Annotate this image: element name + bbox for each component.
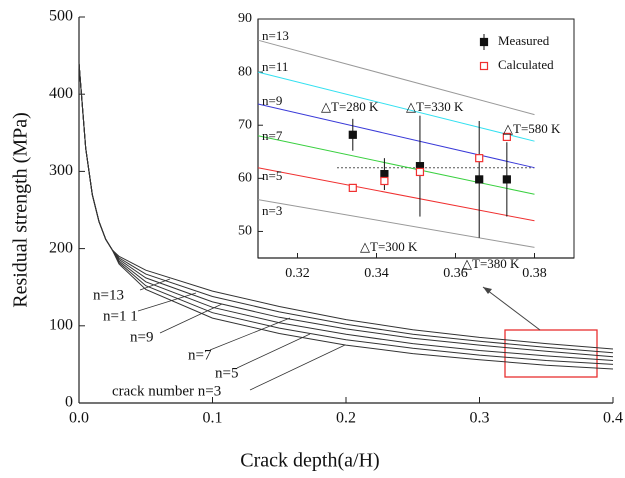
curve: [257, 103, 535, 169]
y-axis-title: Residual strength (MPa): [10, 112, 32, 308]
point: [348, 130, 357, 139]
annotation: n=13: [262, 28, 289, 43]
x-tick-label: 0.1: [203, 410, 223, 427]
leader-line: [236, 333, 311, 369]
curve: [78, 63, 614, 370]
point: [380, 169, 389, 179]
annotation: n=5: [262, 168, 282, 183]
plot-area: 0.32 0.34 0.36 0.38 50 60 70 80 90 Measured Calcul…: [238, 11, 575, 281]
y-tick-label: 60: [238, 171, 252, 186]
plot-area: 0.0 0.1 0.2 0.3 0.4 0 100 200 300 400 500 n=13 n=1 1…: [49, 8, 623, 427]
x-tick-label: 0.0: [69, 410, 89, 427]
annotation: △T=580 K: [503, 121, 561, 136]
x-tick-label: 0.36: [443, 266, 468, 281]
y-tick-label: 300: [49, 162, 73, 179]
annotation: n=3: [262, 203, 282, 218]
curve: [257, 39, 535, 116]
zoom-box: [504, 329, 598, 378]
leader-line: [159, 303, 223, 334]
curve: [257, 135, 535, 195]
y-tick-label: 70: [238, 117, 252, 132]
zoom-arrow-head: [483, 287, 492, 294]
y-tick-label: 500: [49, 8, 73, 25]
point: [502, 132, 511, 142]
y-tick-label: 200: [49, 239, 73, 256]
x-tick-label: 0.38: [522, 266, 547, 281]
annotation: n=9: [130, 329, 153, 345]
point: [415, 167, 425, 177]
legend-label: Measured: [498, 33, 550, 48]
annotation: n=7: [262, 128, 283, 143]
point: [502, 175, 511, 184]
y-tick-label: 0: [65, 394, 73, 411]
zoom-arrow: [482, 286, 541, 331]
x-axis-title: Crack depth(a/H): [240, 450, 379, 472]
annotation: △T=300 K: [360, 239, 418, 254]
x-tick-label: 0.32: [285, 266, 310, 281]
annotation: n=1 1: [103, 308, 138, 324]
leader-line: [137, 292, 197, 312]
legend-label: Calculated: [498, 57, 554, 72]
annotation: n=11: [262, 59, 288, 74]
curve: [257, 71, 535, 142]
y-tick-label: 90: [238, 11, 252, 26]
y-tick-label: 100: [49, 316, 73, 333]
inset-frame: [257, 18, 575, 259]
leader-line: [249, 344, 346, 391]
x-tick-label: 0.2: [336, 410, 356, 427]
annotation: n=5: [215, 365, 238, 381]
annotation: △T=380 K: [462, 256, 520, 271]
y-tick-label: 50: [238, 224, 252, 239]
y-tick-label: 80: [238, 64, 252, 79]
legend-marker: [479, 61, 489, 71]
leader-line: [209, 317, 291, 351]
x-tick-label: 0.3: [470, 410, 490, 427]
annotation: n=7: [188, 347, 212, 363]
leader-line: [139, 278, 171, 291]
annotation: n=9: [262, 93, 282, 108]
annotation: crack number n=3: [112, 383, 221, 399]
annotation: △T=280 K: [321, 99, 379, 114]
x-tick-label: 0.34: [364, 266, 389, 281]
point: [475, 175, 484, 184]
point: [348, 183, 357, 192]
annotation: n=13: [93, 287, 124, 303]
curve: [257, 167, 535, 222]
curve: [257, 199, 535, 248]
annotation: △T=330 K: [406, 99, 464, 114]
point: [475, 154, 484, 163]
point: [380, 176, 389, 186]
y-tick-label: 400: [49, 85, 73, 102]
legend-marker: [479, 37, 489, 47]
x-tick-label: 0.4: [603, 410, 623, 427]
